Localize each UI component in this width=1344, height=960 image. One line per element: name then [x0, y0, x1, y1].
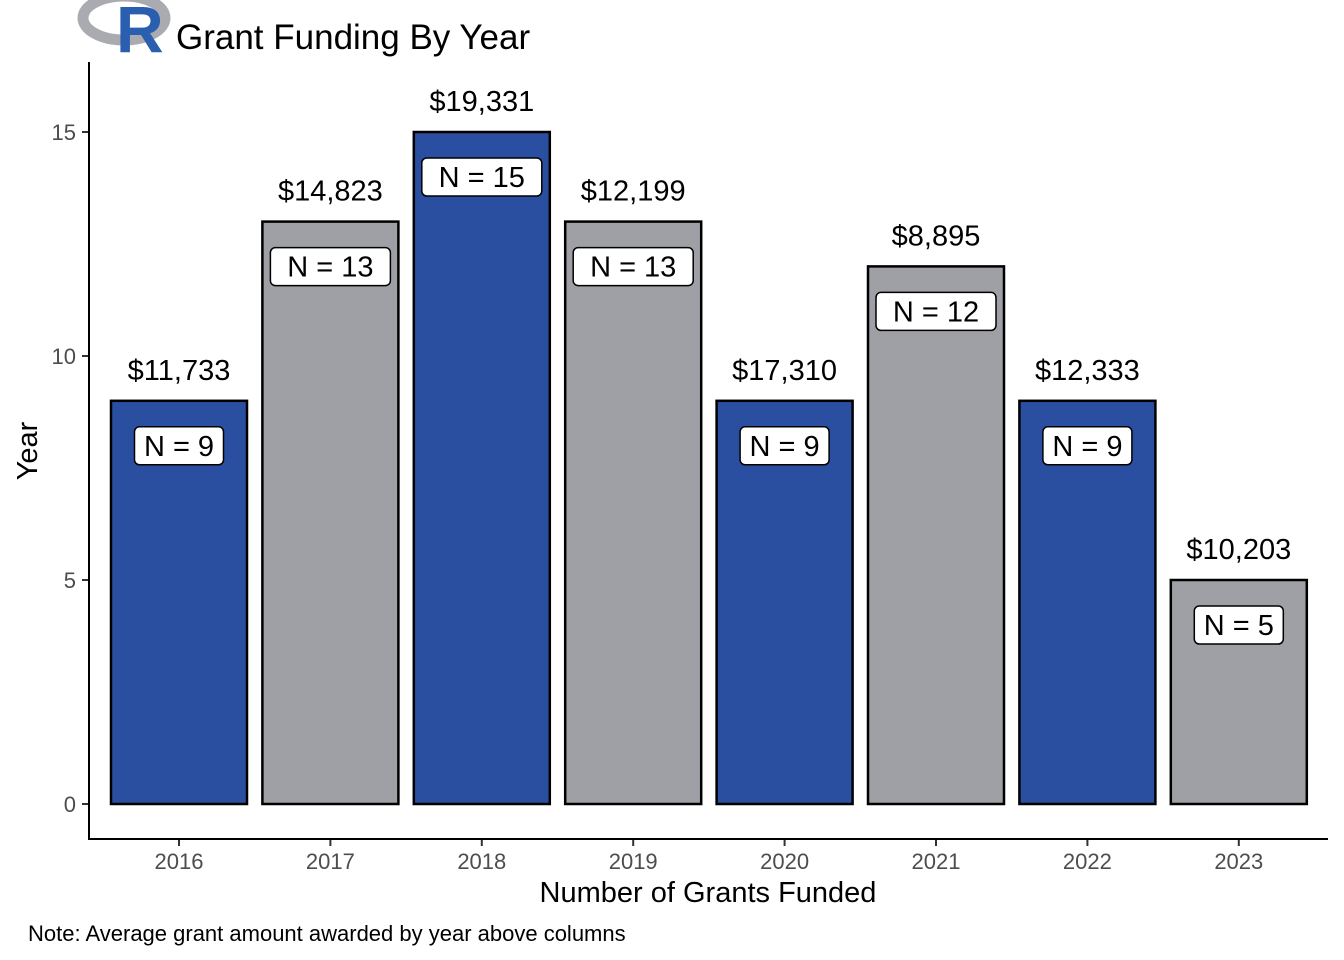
y-tick-label: 15 — [52, 120, 76, 145]
bar-2021 — [866, 265, 1006, 806]
y-tick-label: 10 — [52, 344, 76, 369]
bar-2016 — [109, 399, 249, 806]
x-tick-label-2019: 2019 — [609, 849, 658, 874]
n-label-2019: N = 13 — [590, 252, 676, 284]
n-label-box-2018 — [421, 157, 543, 197]
amount-label-2017: $14,823 — [278, 176, 383, 208]
amount-label-2018: $19,331 — [429, 86, 534, 118]
n-label-2018: N = 15 — [439, 162, 525, 194]
bar-2022 — [1018, 399, 1157, 806]
n-label-box-2019 — [572, 246, 694, 287]
amount-label-2019: $12,199 — [581, 176, 686, 208]
n-label-2016: N = 9 — [144, 431, 214, 463]
r-logo-letter: R — [116, 0, 164, 66]
x-axis-ticks: 2016 2017 2018 2019 2020 2021 2022 2023 — [155, 839, 1263, 874]
r-logo: R — [77, 0, 171, 66]
n-label-box-2021 — [875, 291, 997, 332]
bar-2019 — [563, 220, 703, 806]
n-label-box-2016 — [133, 426, 225, 466]
chart-note: Note: Average grant amount awarded by ye… — [28, 921, 626, 946]
n-label-box-2023 — [1193, 605, 1285, 645]
n-label-2022: N = 9 — [1052, 431, 1122, 463]
n-label-2021: N = 12 — [893, 296, 979, 328]
n-label-box-2020 — [739, 426, 830, 466]
amount-label-2021: $8,895 — [892, 220, 981, 252]
n-label-2023: N = 5 — [1204, 610, 1274, 642]
x-tick-label-2021: 2021 — [912, 849, 961, 874]
bar-2017 — [261, 220, 400, 806]
x-tick-label-2018: 2018 — [457, 849, 506, 874]
amount-label-2022: $12,333 — [1035, 355, 1140, 387]
amount-label-2023: $10,203 — [1186, 534, 1291, 566]
bars: $11,733 N = 9 $14,823 N = 13 $19,331 N = 15 $1… — [109, 86, 1309, 806]
n-label-box-2022 — [1042, 426, 1133, 466]
y-axis-title: Year — [12, 421, 44, 480]
x-tick-label-2017: 2017 — [306, 849, 355, 874]
n-label-box-2017 — [269, 246, 392, 287]
n-label-2017: N = 13 — [287, 252, 373, 284]
bar-2020 — [715, 399, 854, 806]
x-axis-title: Number of Grants Funded — [540, 877, 877, 909]
y-axis-ticks: 0 5 10 15 — [52, 120, 89, 817]
amount-label-2016: $11,733 — [128, 355, 231, 387]
x-tick-label-2020: 2020 — [760, 849, 809, 874]
y-tick-label: 5 — [64, 568, 76, 593]
amount-label-2020: $17,310 — [732, 355, 837, 387]
x-tick-label-2022: 2022 — [1063, 849, 1112, 874]
n-label-2020: N = 9 — [750, 431, 820, 463]
chart-title: Grant Funding By Year — [176, 18, 530, 57]
x-tick-label-2023: 2023 — [1214, 849, 1263, 874]
x-tick-label-2016: 2016 — [155, 849, 204, 874]
y-tick-label: 0 — [64, 792, 76, 817]
bar-2018 — [412, 130, 552, 806]
